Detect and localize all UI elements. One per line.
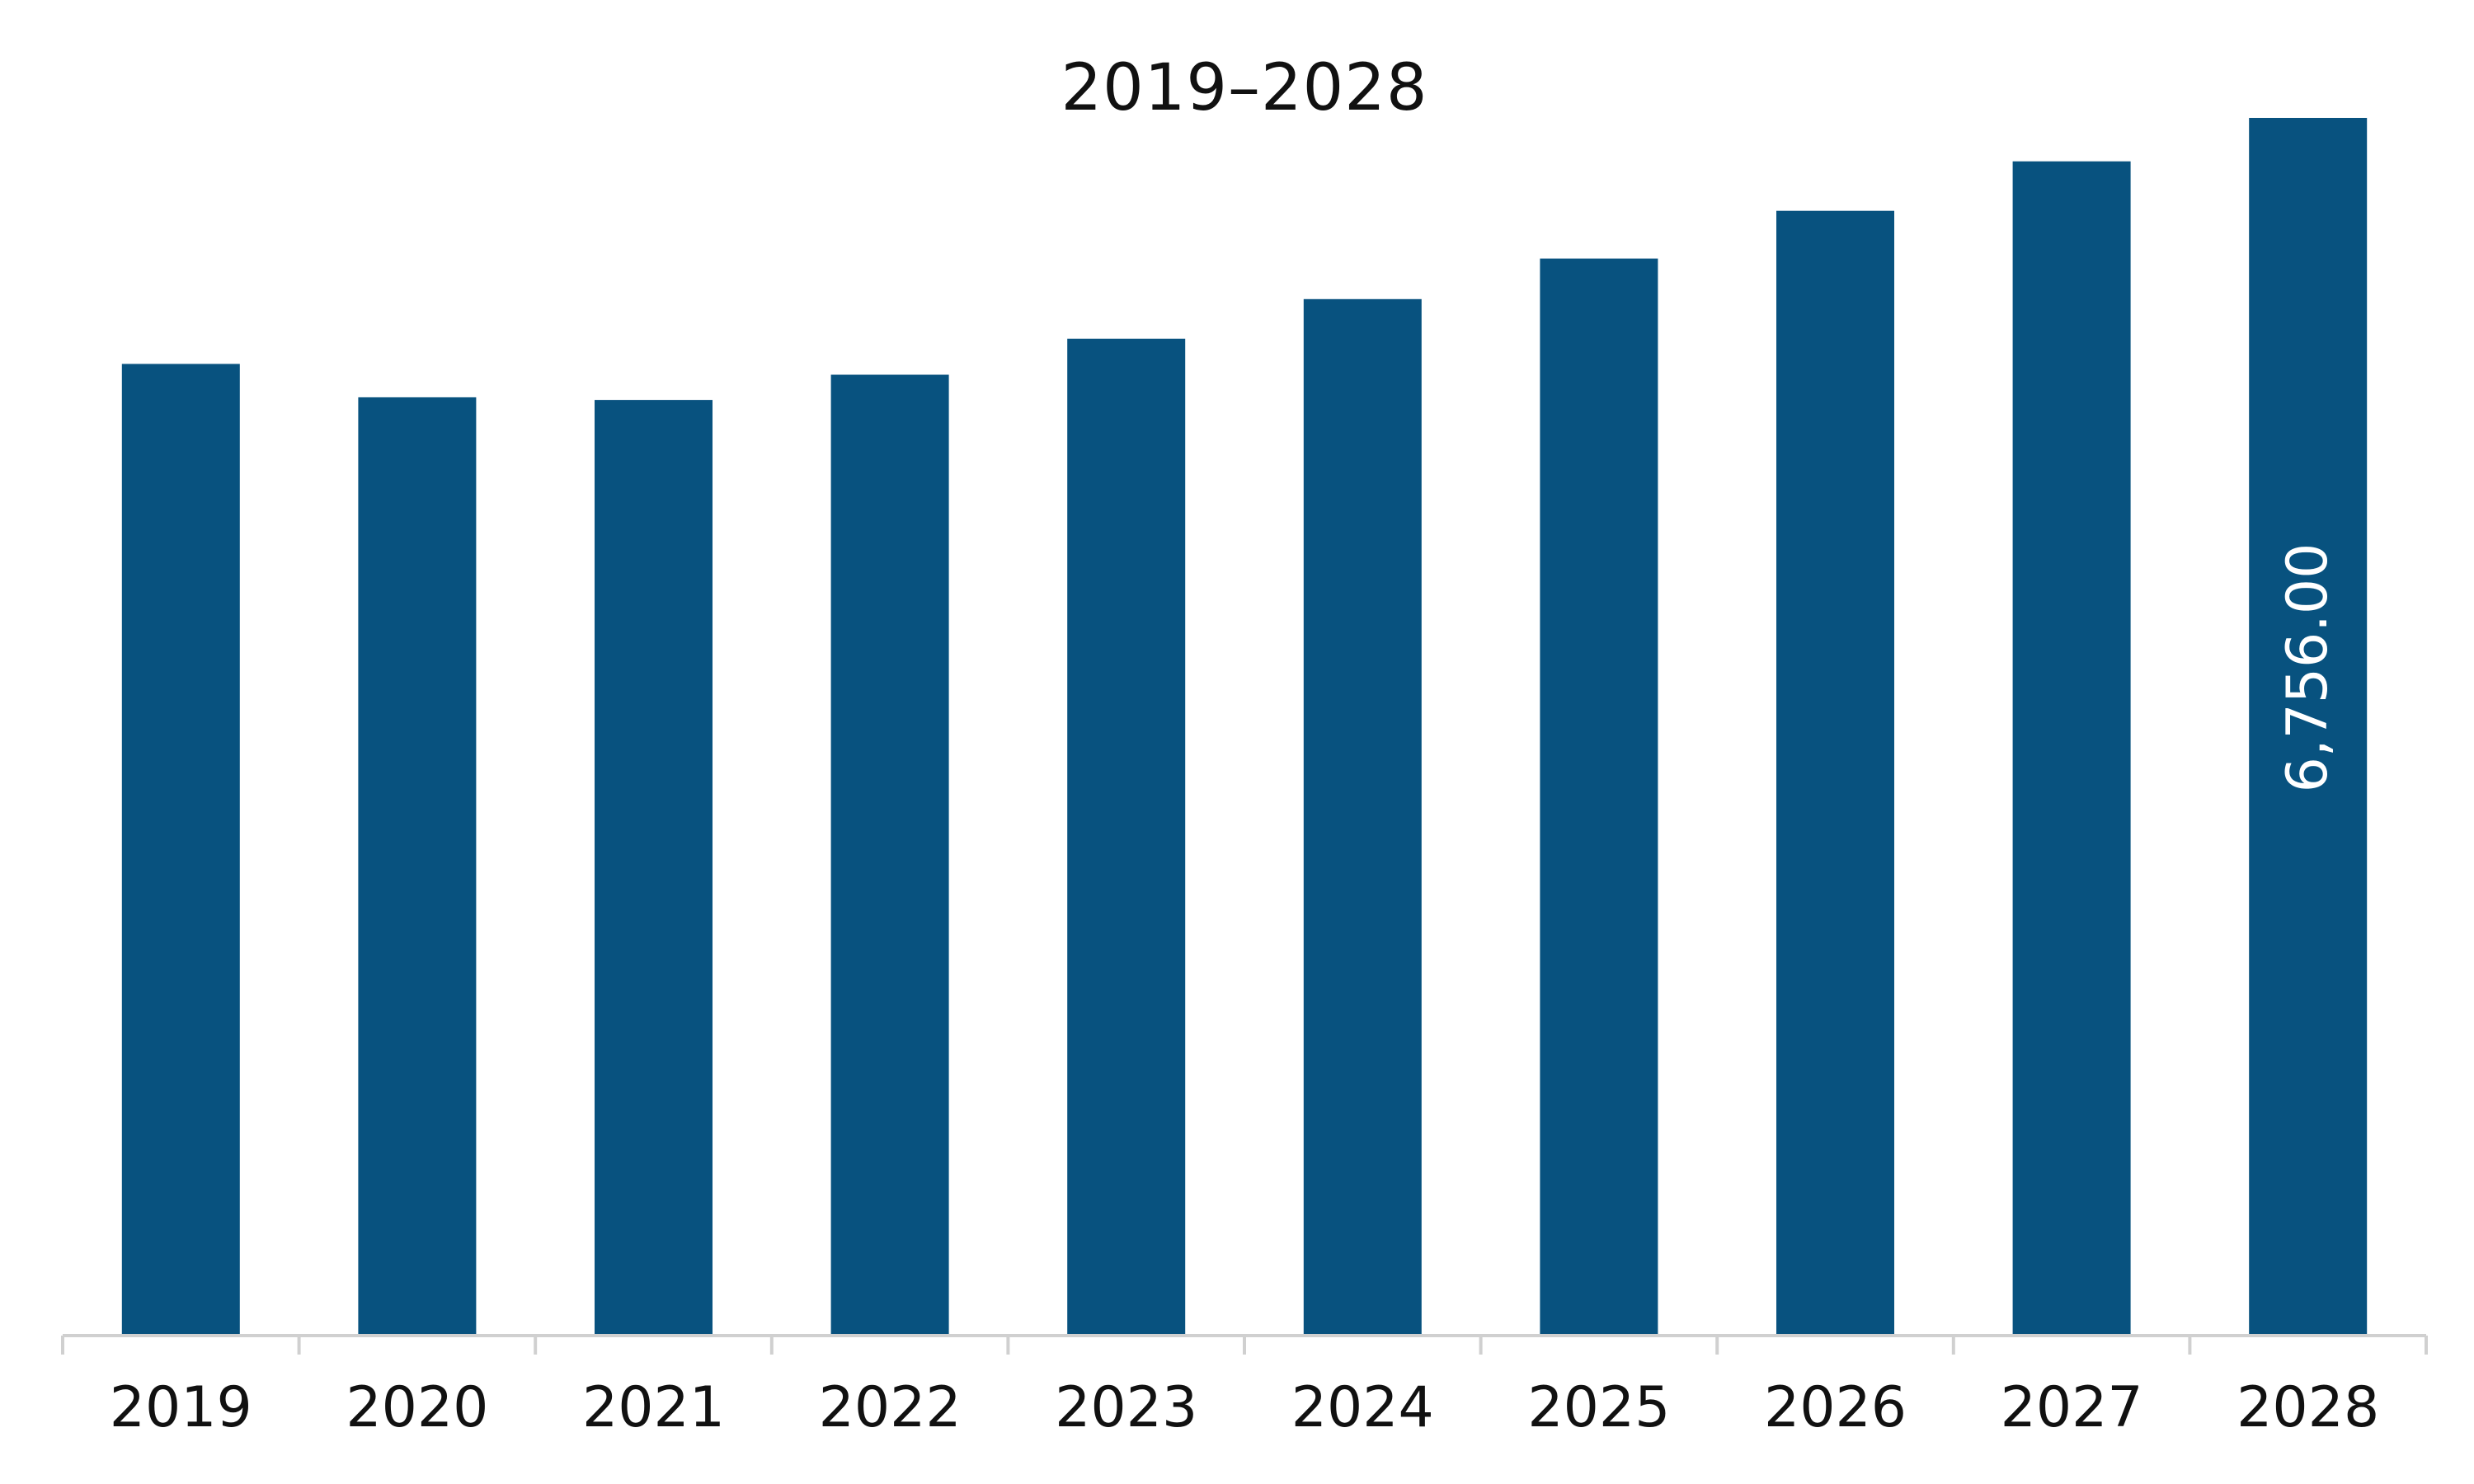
x-tick-label-2028: 2028: [2236, 1375, 2379, 1440]
bar-2026: [1776, 210, 1894, 1336]
bar-2024: [1303, 298, 1422, 1335]
x-tick-label-2022: 2022: [819, 1375, 962, 1440]
bar-2023: [1067, 338, 1186, 1335]
x-axis: [61, 1334, 2428, 1355]
x-tick-label-2021: 2021: [582, 1375, 725, 1440]
bar-2019: [121, 364, 240, 1335]
x-tick-label-2023: 2023: [1055, 1375, 1197, 1440]
bar-2027: [2012, 161, 2131, 1336]
bar-2028: [2249, 118, 2368, 1335]
labels-layer: 2019 2020 2021 2022 2023 2024 2025 2026 2027 2028…: [110, 543, 2379, 1440]
bar-2021: [595, 400, 713, 1336]
bars-layer: [121, 118, 2368, 1336]
x-tick-label-2025: 2025: [1527, 1375, 1670, 1440]
x-tick-label-2027: 2027: [2001, 1375, 2143, 1440]
x-tick-label-2020: 2020: [346, 1375, 488, 1440]
x-tick-label-2024: 2024: [1291, 1375, 1434, 1440]
bar-2020: [358, 397, 477, 1335]
data-label-2028: 6,756.00: [2275, 543, 2340, 793]
chart-title: 2019–2028: [1061, 51, 1428, 125]
x-tick-label-2026: 2026: [1764, 1375, 1907, 1440]
bar-2025: [1540, 258, 1658, 1336]
bar-2022: [830, 374, 949, 1335]
x-tick-label-2019: 2019: [110, 1375, 252, 1440]
